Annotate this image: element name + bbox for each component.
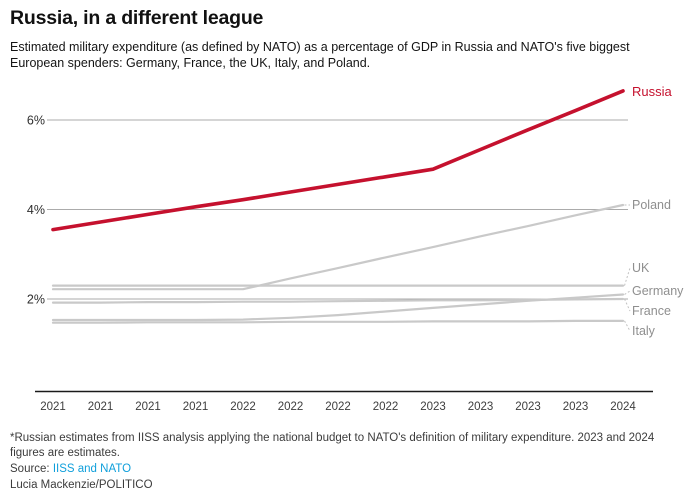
x-axis-label-0: 2021 [40,401,66,413]
x-axis-label-8: 2023 [420,401,446,413]
x-axis-label-11: 2023 [563,401,589,413]
leader-line-germany [624,290,631,295]
series-line-italy [51,319,625,324]
military-expenditure-line-chart: 2% 4% 6% 2021 2021 2021 2021 2022 2022 2022 2022 20… [27,84,684,413]
x-axis-label-6: 2022 [325,401,351,413]
page-title: Russia, in a different league [10,7,264,29]
x-axis-label-9: 2023 [468,401,494,413]
series-line-germany [51,292,625,321]
x-axis-label-7: 2022 [373,401,399,413]
series-label-poland: Poland [632,198,671,212]
y-axis-label-2%: 2% [27,292,45,306]
series-label-russia: Russia [632,84,673,99]
series-label-uk: UK [632,261,650,275]
footnote: *Russian estimates from IISS analysis ap… [10,431,655,460]
series-label-germany: Germany [632,284,684,298]
leader-line-italy [624,320,631,331]
leader-line-france [624,298,631,311]
series-label-france: France [632,304,671,318]
credit-line: Lucia Mackenzie/POLITICO [10,479,153,492]
series-line-russia [51,88,625,231]
x-axis-label-12: 2024 [610,401,636,413]
source-prefix: Source: [10,463,53,476]
y-axis-label-4%: 4% [27,203,45,217]
x-axis-label-10: 2023 [515,401,541,413]
chart-footer: *Russian estimates from IISS analysis ap… [10,431,684,494]
x-axis-label-3: 2021 [183,401,209,413]
chart-subtitle: Estimated military expenditure (as defin… [10,40,630,71]
x-axis-label-5: 2022 [278,401,304,413]
series-line-poland [51,203,625,290]
leader-line-uk [624,267,631,286]
series-label-italy: Italy [632,324,656,338]
x-axis-label-1: 2021 [88,401,114,413]
y-axis-label-6%: 6% [27,113,45,127]
x-axis-label-4: 2022 [230,401,256,413]
x-axis-label-2: 2021 [135,401,161,413]
source-line: Source: IISS and NATO [10,462,684,478]
source-link[interactable]: IISS and NATO [52,463,132,476]
